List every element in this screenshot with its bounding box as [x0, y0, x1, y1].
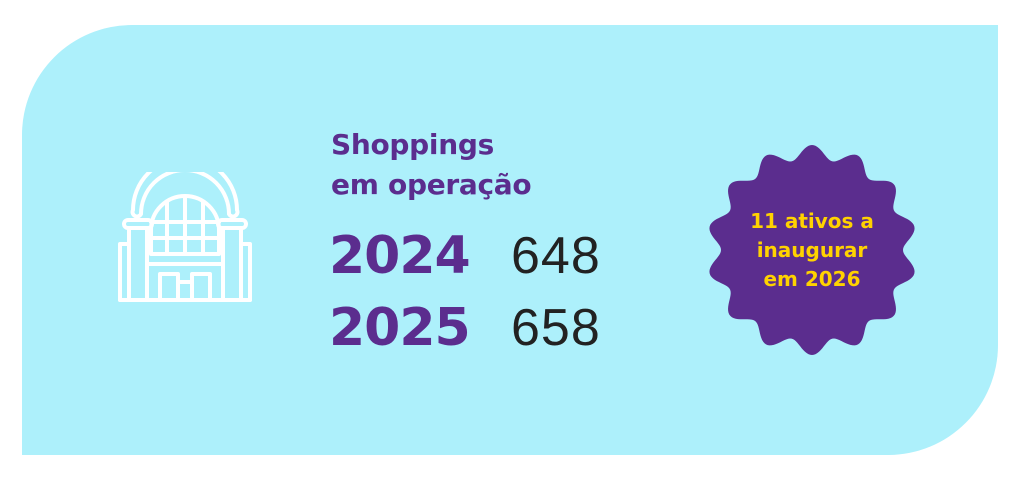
stat-row-2024: 2024 648	[329, 226, 601, 286]
stat-value: 658	[511, 299, 601, 357]
stat-value: 648	[511, 227, 601, 285]
badge-text: 11 ativos a inaugurar em 2026	[702, 140, 922, 360]
title-line-1: Shoppings	[331, 128, 494, 161]
badge-line-3: em 2026	[763, 266, 861, 291]
stat-year: 2024	[329, 226, 471, 286]
stat-row-2025: 2025 658	[329, 298, 601, 358]
wavy-badge-shape	[709, 145, 915, 355]
badge-line-1: 11 ativos a	[750, 208, 874, 233]
stat-year: 2025	[329, 298, 471, 358]
shopping-mall-icon	[118, 172, 252, 302]
badge-line-2: inaugurar	[756, 237, 868, 262]
title-line-2: em operação	[331, 168, 532, 201]
section-title: Shoppings em operação	[331, 125, 532, 205]
